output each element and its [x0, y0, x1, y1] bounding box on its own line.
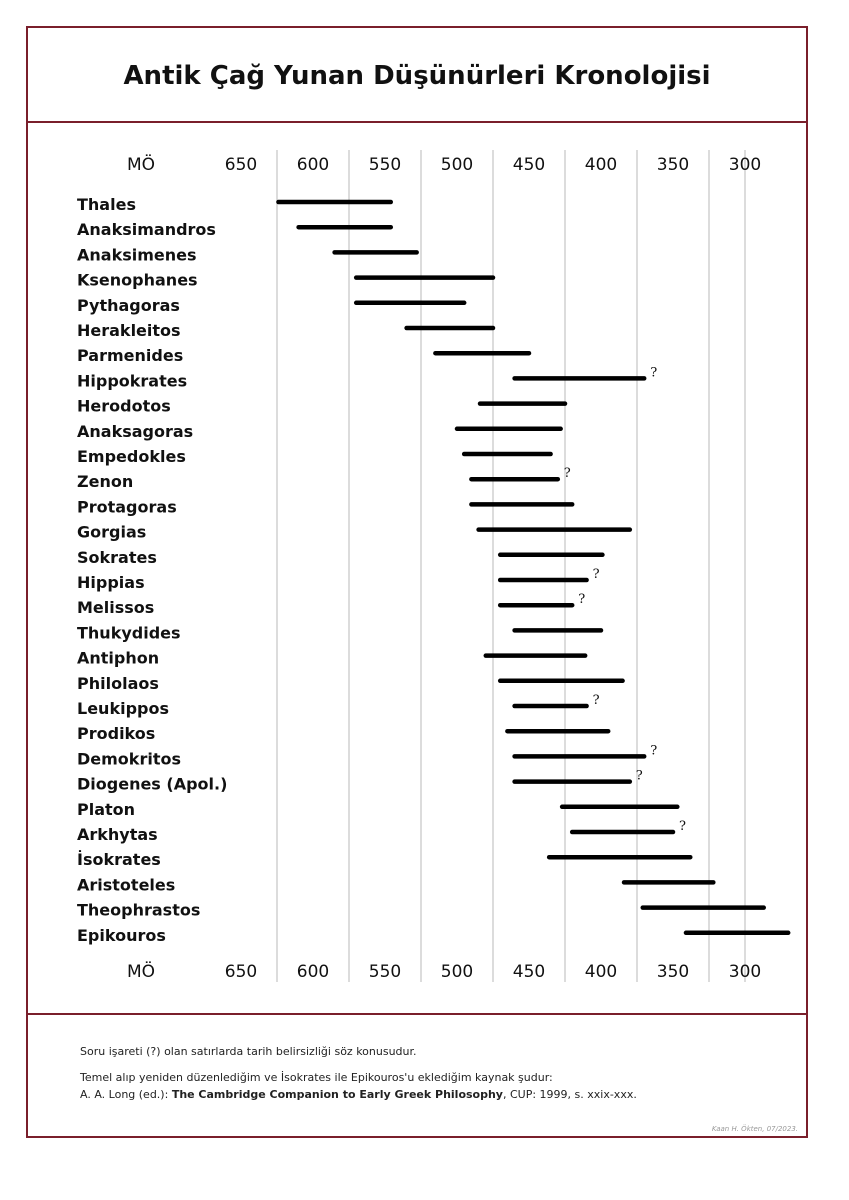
uncertainty-mark: ?	[564, 466, 571, 481]
name-label: Antiphon	[77, 649, 159, 668]
top-tick-label-350: 350	[657, 155, 689, 175]
name-label: Aristoteles	[77, 875, 175, 894]
author-credit: Kaan H. Ökten, 07/2023.	[711, 1125, 798, 1133]
citation-book-title: The Cambridge Companion to Early Greek P…	[171, 1088, 503, 1101]
bottom-tick-label-600: 600	[297, 962, 329, 982]
uncertainty-mark: ?	[593, 693, 600, 708]
name-label: Philolaos	[77, 674, 159, 693]
name-label: Prodikos	[77, 724, 155, 743]
name-label: Sokrates	[77, 548, 157, 567]
footer-notes: Soru işareti (?) olan satırlarda tarih b…	[28, 1013, 806, 1138]
name-label: Gorgias	[77, 523, 146, 542]
uncertainty-mark: ?	[650, 365, 657, 380]
name-label: Protagoras	[77, 497, 177, 516]
name-label: Demokritos	[77, 749, 181, 768]
top-tick-label-300: 300	[729, 155, 761, 175]
top-tick-label-400: 400	[585, 155, 617, 175]
top-tick-label-500: 500	[441, 155, 473, 175]
name-label: Hippias	[77, 573, 145, 592]
bottom-tick-label-450: 450	[513, 962, 545, 982]
name-label: Anaksimenes	[77, 245, 197, 264]
source-intro-note: Temel alıp yeniden düzenlediğim ve İsokr…	[80, 1071, 553, 1084]
bottom-tick-label-650: 650	[225, 962, 257, 982]
name-label: Anaksimandros	[77, 220, 216, 239]
chart-frame: Antik Çağ Yunan Düşünürleri Kronolojisi …	[26, 26, 808, 1138]
name-label: Epikouros	[77, 926, 166, 945]
source-citation: A. A. Long (ed.): The Cambridge Companio…	[80, 1088, 637, 1101]
name-label: Platon	[77, 800, 135, 819]
uncertainty-mark: ?	[650, 743, 657, 758]
grid-lines	[276, 150, 746, 982]
citation-author: A. A. Long (ed.):	[80, 1088, 172, 1101]
name-label: Herodotos	[77, 397, 171, 416]
lifespan-bars	[276, 199, 791, 936]
uncertainty-mark: ?	[679, 819, 686, 834]
top-tick-label-650: 650	[225, 155, 257, 175]
philosopher-names: Thales Anaksimandros Anaksimenes Ksenophane…	[77, 195, 227, 945]
citation-publisher: , CUP: 1999, s. xxix-xxx.	[502, 1088, 637, 1101]
name-label: Parmenides	[77, 346, 183, 365]
name-label: Arkhytas	[77, 825, 158, 844]
top-era-label: MÖ	[127, 153, 155, 175]
name-label: Herakleitos	[77, 321, 181, 340]
name-label: Diogenes (Apol.)	[77, 775, 227, 794]
bottom-tick-label-300: 300	[729, 962, 761, 982]
uncertainty-note: Soru işareti (?) olan satırlarda tarih b…	[80, 1045, 417, 1058]
name-label: Theophrastos	[77, 901, 200, 920]
bottom-tick-label-500: 500	[441, 962, 473, 982]
name-label: Anaksagoras	[77, 422, 193, 441]
title-band: Antik Çağ Yunan Düşünürleri Kronolojisi	[28, 28, 806, 123]
name-label: Empedokles	[77, 447, 186, 466]
top-tick-label-450: 450	[513, 155, 545, 175]
name-label: Leukippos	[77, 699, 169, 718]
bottom-tick-label-550: 550	[369, 962, 401, 982]
uncertainty-markers: ????????	[564, 365, 686, 834]
top-tick-label-550: 550	[369, 155, 401, 175]
bottom-tick-label-400: 400	[585, 962, 617, 982]
bottom-tick-label-350: 350	[657, 962, 689, 982]
name-label: İsokrates	[77, 850, 161, 869]
bottom-era-label: MÖ	[127, 960, 155, 982]
name-label: Hippokrates	[77, 371, 187, 390]
name-label: Thales	[77, 195, 136, 214]
top-tick-label-600: 600	[297, 155, 329, 175]
name-label: Ksenophanes	[77, 271, 198, 290]
uncertainty-mark: ?	[593, 567, 600, 582]
top-axis: MÖ 650 600 550 500 450 400 350 300	[127, 153, 761, 175]
name-label: Thukydides	[77, 623, 181, 642]
name-label: Melissos	[77, 598, 154, 617]
page-title: Antik Çağ Yunan Düşünürleri Kronolojisi	[123, 61, 711, 91]
uncertainty-mark: ?	[578, 592, 585, 607]
uncertainty-mark: ?	[636, 769, 643, 784]
name-label: Pythagoras	[77, 296, 180, 315]
bottom-axis: MÖ 650 600 550 500 450 400 350 300	[127, 960, 761, 982]
name-label: Zenon	[77, 472, 133, 491]
